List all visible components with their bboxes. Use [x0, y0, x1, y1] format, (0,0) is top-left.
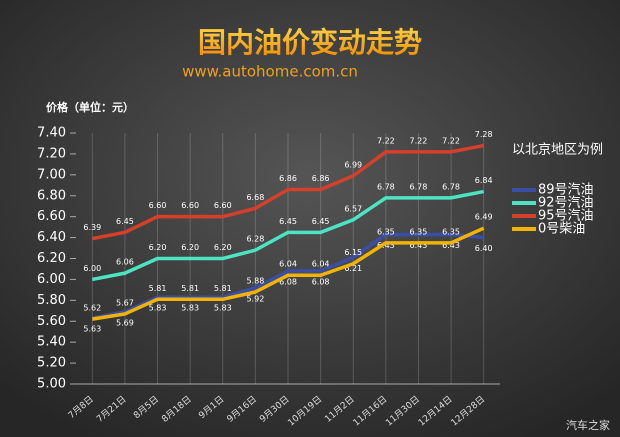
data-label: 6.04: [279, 260, 297, 269]
subtitle: www.autohome.com.cn: [182, 63, 358, 81]
data-label: 5.88: [246, 276, 264, 285]
series-line: [92, 226, 485, 321]
y-axis-label: 价格（单位：元）: [46, 100, 134, 114]
data-label: 6.35: [410, 227, 428, 236]
data-label: 6.60: [214, 201, 232, 210]
y-tick-label: 6.00: [37, 272, 66, 287]
data-label: 6.15: [344, 248, 362, 257]
y-tick-label: 7.00: [37, 167, 66, 182]
data-label: 6.60: [149, 201, 167, 210]
data-label: 6.57: [344, 204, 362, 213]
watermark: 汽车之家: [566, 418, 610, 432]
data-label: 6.99: [344, 160, 362, 169]
data-label: 7.22: [377, 136, 395, 145]
data-label: 6.43: [410, 241, 428, 250]
data-label: 6.08: [279, 278, 297, 287]
legend-title: 以北京地区为例: [512, 143, 603, 158]
data-label: 6.43: [377, 241, 395, 250]
data-label: 6.84: [475, 176, 493, 185]
data-label: 6.00: [83, 264, 101, 273]
y-tick-label: 5.80: [37, 293, 66, 308]
data-label: 5.63: [83, 325, 101, 334]
y-tick-label: 7.40: [37, 126, 66, 141]
data-label: 6.45: [312, 217, 330, 226]
data-label: 6.35: [377, 227, 395, 236]
data-label: 5.83: [181, 304, 199, 313]
data-label: 5.69: [116, 318, 134, 327]
y-tick-label: 6.20: [37, 251, 66, 266]
data-label: 6.20: [214, 243, 232, 252]
y-tick-label: 5.20: [37, 356, 66, 371]
data-label: 5.62: [83, 304, 101, 313]
y-tick-label: 6.60: [37, 209, 66, 224]
data-label: 6.35: [442, 227, 460, 236]
data-label: 6.86: [279, 174, 297, 183]
data-label: 6.20: [149, 243, 167, 252]
y-tick-label: 5.40: [37, 335, 66, 350]
y-tick-label: 5.00: [37, 377, 66, 392]
series-line: [91, 143, 485, 241]
data-label: 6.45: [116, 217, 134, 226]
y-tick-label: 5.60: [37, 314, 66, 329]
data-label: 6.78: [442, 182, 460, 191]
data-label: 5.83: [214, 304, 232, 313]
legend-label: 92号汽油: [538, 196, 594, 211]
chart-title: 国内油价变动走势: [198, 26, 422, 59]
y-tick-label: 7.20: [37, 146, 66, 161]
data-label: 6.06: [116, 258, 134, 267]
data-label: 7.22: [410, 136, 428, 145]
data-label: 5.81: [214, 284, 232, 293]
data-label: 6.43: [442, 241, 460, 250]
data-label: 6.60: [181, 201, 199, 210]
data-label: 5.83: [149, 304, 167, 313]
data-label: 6.86: [312, 174, 330, 183]
data-label: 6.08: [312, 278, 330, 287]
data-label: 5.67: [116, 298, 134, 307]
data-label: 6.68: [246, 193, 264, 202]
legend-label: 0号柴油: [538, 222, 585, 237]
data-label: 6.39: [83, 223, 101, 232]
data-label: 5.92: [246, 294, 264, 303]
data-label: 6.78: [410, 182, 428, 191]
data-label: 6.45: [279, 217, 297, 226]
data-label: 7.22: [442, 136, 460, 145]
data-label: 6.49: [475, 213, 493, 222]
series-line: [91, 189, 485, 282]
data-label: 6.20: [181, 243, 199, 252]
legend-label: 95号汽油: [538, 209, 594, 224]
data-label: 6.04: [312, 260, 330, 269]
series-line: [91, 232, 484, 320]
legend-label: 89号汽油: [538, 183, 594, 198]
data-label: 7.28: [475, 130, 493, 139]
data-label: 5.81: [181, 284, 199, 293]
y-tick-label: 6.40: [37, 230, 66, 245]
data-label: 6.28: [246, 235, 264, 244]
data-label: 6.21: [344, 264, 362, 273]
data-label: 5.81: [149, 284, 167, 293]
y-tick-label: 6.80: [37, 188, 66, 203]
data-label: 6.78: [377, 182, 395, 191]
data-label: 6.40: [475, 244, 493, 253]
